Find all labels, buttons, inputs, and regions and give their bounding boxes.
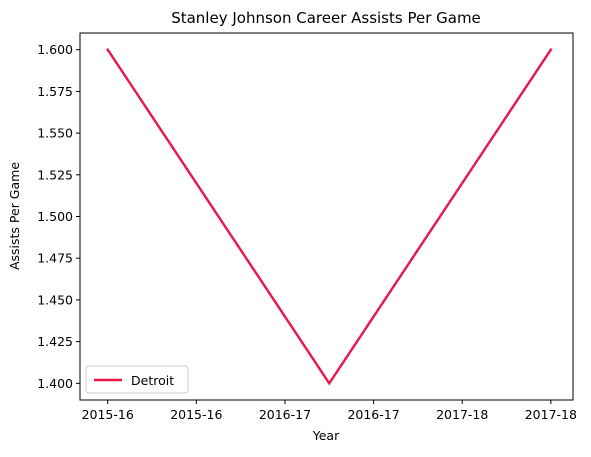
x-axis-label: Year (312, 428, 340, 443)
chart-title: Stanley Johnson Career Assists Per Game (171, 9, 481, 27)
y-tick-label: 1.475 (37, 251, 73, 266)
y-tick-label: 1.425 (37, 334, 73, 349)
y-tick-label: 1.450 (37, 292, 73, 307)
x-tick-label: 2015-16 (170, 407, 222, 422)
legend-box (85, 365, 189, 394)
y-tick-label: 1.400 (37, 376, 73, 391)
series-line-detroit (106, 48, 553, 386)
legend-label-detroit: Detroit (131, 373, 174, 388)
y-tick-label: 1.550 (37, 126, 73, 141)
y-axis-ticks: 1.400 1.425 1.450 1.475 1.500 1.525 1.550 1.575… (37, 42, 80, 391)
y-tick-label: 1.525 (37, 167, 73, 182)
legend: Detroit (85, 365, 189, 394)
y-tick-label: 1.575 (37, 84, 73, 99)
y-tick-label: 1.600 (37, 42, 73, 57)
x-tick-label: 2015-16 (82, 407, 134, 422)
x-axis-ticks: 2015-16 2015-16 2016-17 2016-17 2017-18 2017-… (82, 400, 577, 422)
x-tick-label: 2016-17 (259, 407, 311, 422)
plot-frame (79, 32, 574, 401)
series-layer (106, 48, 553, 386)
y-axis-label: Assists Per Game (7, 162, 22, 270)
x-tick-label: 2017-18 (525, 407, 577, 422)
x-tick-label: 2016-17 (347, 407, 399, 422)
x-tick-label: 2017-18 (436, 407, 488, 422)
y-tick-label: 1.500 (37, 209, 73, 224)
